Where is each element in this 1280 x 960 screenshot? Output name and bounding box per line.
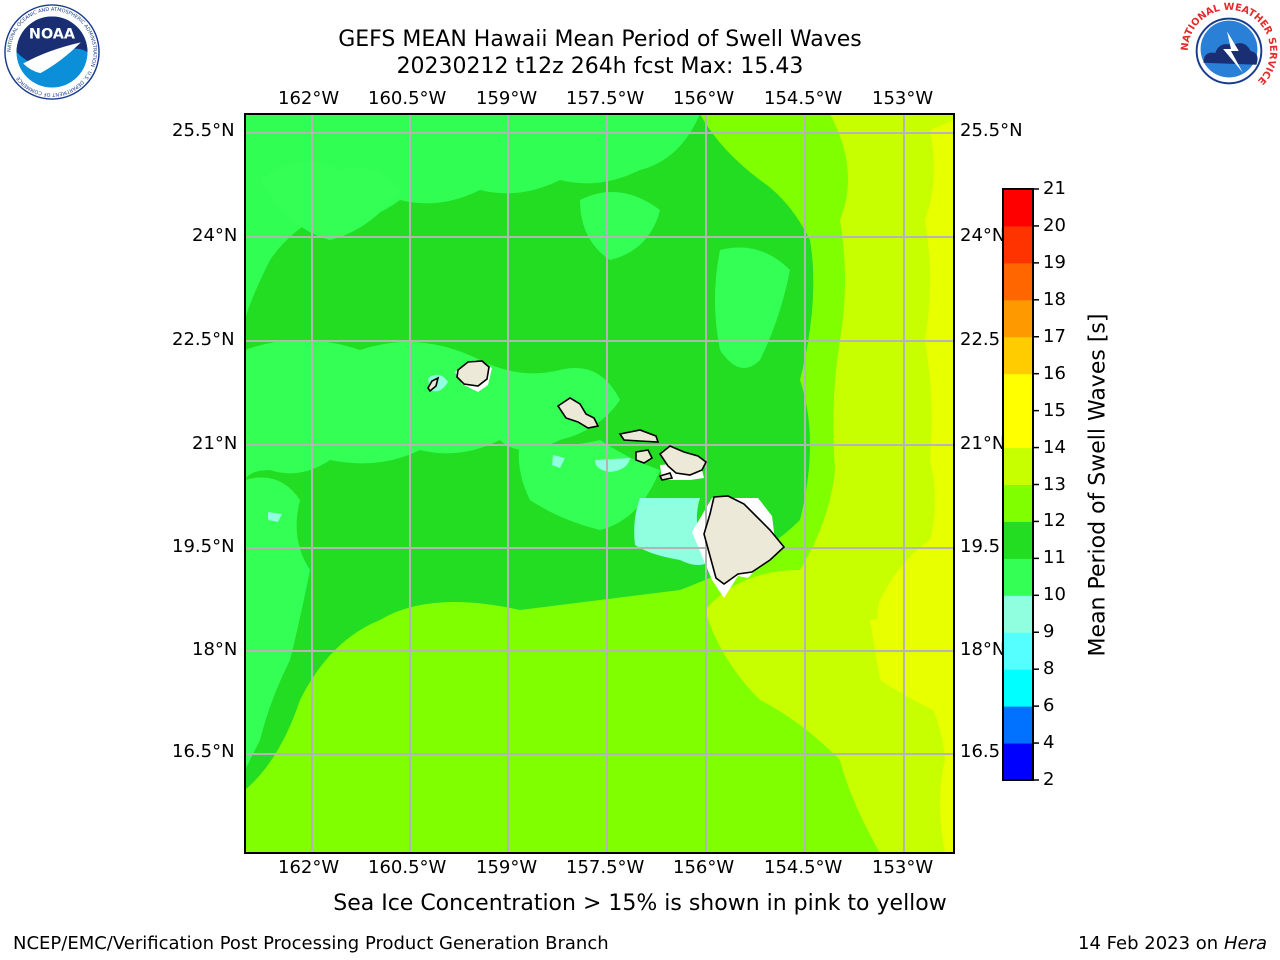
island-oahu: [556, 397, 600, 429]
island-niihau: [427, 376, 440, 393]
lon-label-top: 157.5°W: [566, 88, 645, 109]
colorbar-swatch: [1003, 484, 1033, 522]
colorbar-level-label: 18: [1043, 288, 1066, 310]
island-kahoolawe: [658, 472, 674, 481]
colorbar-level-label: 4: [1043, 732, 1055, 754]
lon-label-top: 153°W: [872, 88, 934, 109]
lon-label-bottom: 160.5°W: [368, 857, 447, 878]
island-kauai: [456, 360, 490, 387]
island-maui: [658, 445, 708, 476]
lat-label-left: 21°N: [192, 433, 238, 454]
lat-label-right: 25.5°N: [960, 120, 1023, 141]
island-lanai: [635, 449, 654, 464]
colorbar-swatch: [1003, 189, 1033, 227]
lon-label-top: 160.5°W: [368, 88, 447, 109]
colorbar-level-label: 2: [1043, 769, 1055, 790]
colorbar-level-label: 15: [1043, 399, 1066, 421]
lon-label-top: 162°W: [278, 88, 340, 109]
colorbar-swatch: [1003, 706, 1033, 744]
colorbar-swatch: [1003, 336, 1033, 375]
colorbar-level-label: 14: [1043, 436, 1066, 458]
colorbar-swatch: [1003, 299, 1033, 338]
lat-label-left: 22.5°N: [172, 329, 235, 350]
colorbar-level-label: 9: [1043, 621, 1055, 643]
colorbar-swatch: [1003, 558, 1033, 596]
date-line: 14 Feb 2023 on Hera: [1078, 933, 1267, 954]
date-text: 14 Feb 2023 on: [1078, 933, 1219, 954]
island-molokai: [618, 429, 660, 443]
lat-label-left: 25.5°N: [172, 120, 235, 141]
colorbar-level-label: 16: [1043, 362, 1066, 384]
footnote: Sea Ice Concentration > 15% is shown in …: [333, 891, 947, 916]
lat-label-right: 22.5: [960, 329, 1001, 350]
colorbar-swatch: [1003, 262, 1033, 301]
colorbar-level-label: 10: [1043, 584, 1066, 606]
noaa-logo: NOAA NATIONAL OCEANIC AND ATMOSPHERIC AD…: [4, 4, 100, 100]
credit-line: NCEP/EMC/Verification Post Processing Pr…: [13, 933, 609, 954]
lon-label-top: 156°W: [673, 88, 735, 109]
island-hawaii: [703, 495, 786, 585]
colorbar-swatch: [1003, 669, 1033, 707]
lon-label-bottom: 162°W: [278, 857, 340, 878]
lat-label-left: 16.5°N: [172, 741, 235, 762]
colorbar-level-label: 13: [1043, 473, 1066, 495]
colorbar-swatch: [1003, 521, 1033, 559]
lat-label-left: 18°N: [192, 639, 238, 660]
colorbar-swatch: [1003, 632, 1033, 670]
colorbar-level-label: 6: [1043, 695, 1055, 717]
lon-label-bottom: 156°W: [673, 857, 735, 878]
lon-label-top: 154.5°W: [764, 88, 843, 109]
colorbar: [1003, 188, 1039, 781]
colorbar-level-label: 19: [1043, 251, 1066, 273]
lat-label-right: 18°N: [960, 639, 1006, 660]
graticule: [245, 114, 954, 853]
lon-label-bottom: 153°W: [872, 857, 934, 878]
colorbar-title: Mean Period of Swell Waves [s]: [1085, 313, 1111, 657]
lat-label-left: 24°N: [192, 225, 238, 246]
colorbar-level-label: 11: [1043, 547, 1066, 569]
colorbar-swatch: [1003, 743, 1033, 781]
islands: [427, 360, 786, 585]
chart-title: GEFS MEAN Hawaii Mean Period of Swell Wa…: [338, 27, 862, 52]
lat-label-right: 16.5: [960, 741, 1001, 762]
swell-period-field: [245, 114, 954, 853]
lat-label-right: 21°N: [960, 433, 1006, 454]
colorbar-level-label: 21: [1043, 178, 1066, 199]
lat-label-right: 24°N: [960, 225, 1006, 246]
colorbar-level-label: 20: [1043, 214, 1066, 236]
lon-label-bottom: 157.5°W: [566, 857, 645, 878]
colorbar-frame: [1002, 188, 1034, 781]
colorbar-swatch: [1003, 595, 1033, 633]
noaa-logo-text: NOAA: [29, 27, 76, 43]
lat-label-left: 19.5°N: [172, 536, 235, 557]
lon-label-top: 159°W: [476, 88, 538, 109]
colorbar-level-label: 17: [1043, 325, 1066, 347]
lon-label-bottom: 154.5°W: [764, 857, 843, 878]
colorbar-swatch: [1003, 225, 1033, 264]
lat-label-right: 19.5: [960, 536, 1001, 557]
lon-label-bottom: 159°W: [476, 857, 538, 878]
colorbar-swatch: [1003, 410, 1033, 449]
colorbar-swatch: [1003, 373, 1033, 412]
map-frame: [244, 113, 955, 854]
nws-logo: NATIONAL WEATHER SERVICE: [1180, 2, 1278, 100]
chart-subtitle: 20230212 t12z 264h fcst Max: 15.43: [396, 54, 804, 79]
colorbar-level-label: 8: [1043, 658, 1055, 680]
host-name: Hera: [1223, 933, 1267, 954]
colorbar-level-label: 12: [1043, 510, 1066, 532]
colorbar-swatch: [1003, 447, 1033, 485]
